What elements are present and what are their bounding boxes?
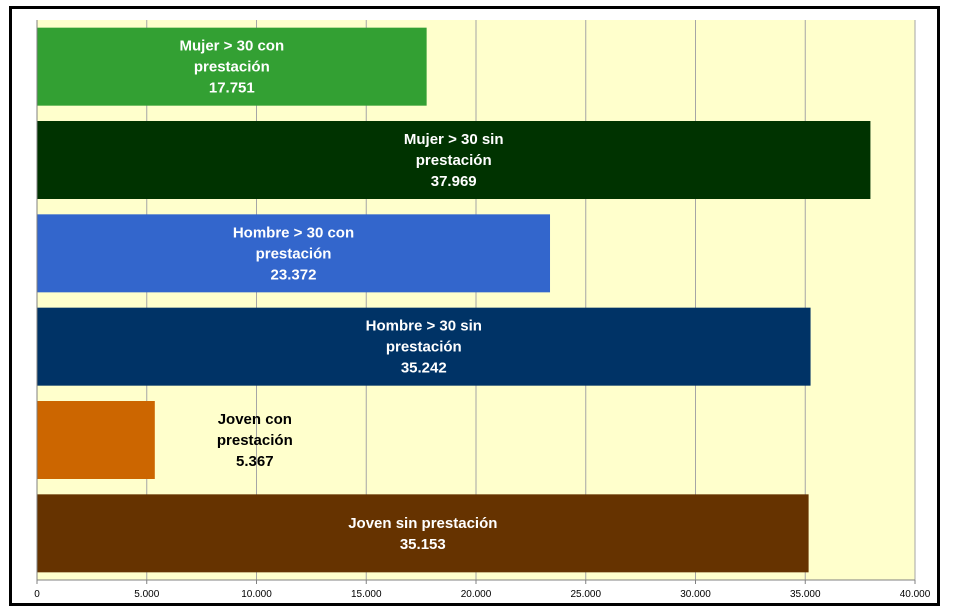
tick-label: 30.000 [680,589,711,600]
bar [37,494,809,573]
data-label: 23.372 [271,266,317,283]
data-label: prestación [386,339,462,356]
data-label: 35.153 [400,536,446,553]
data-label: 37.969 [431,173,477,190]
data-label: prestación [217,432,293,449]
data-label: prestación [416,152,492,169]
bar [37,27,427,106]
data-label: Mujer > 30 con [180,38,285,55]
tick-label: 0 [34,589,40,600]
data-label: 5.367 [236,453,274,470]
bar [37,307,811,386]
data-label: Hombre > 30 con [233,224,354,241]
tick-label: 5.000 [134,589,159,600]
data-label: Joven sin prestación [348,515,497,532]
data-label: Mujer > 30 sin [404,131,504,148]
tick-label: 40.000 [900,589,931,600]
data-label: prestación [194,59,270,76]
data-label: 35.242 [401,360,447,377]
data-label: prestación [256,245,332,262]
tick-label: 25.000 [570,589,601,600]
bar [37,121,871,199]
tick-label: 15.000 [351,589,382,600]
data-label: Hombre > 30 sin [366,318,482,335]
tick-label: 20.000 [461,589,492,600]
data-label: 17.751 [209,80,255,97]
tick-label: 10.000 [241,589,272,600]
tick-label: 35.000 [790,589,821,600]
bar [37,401,155,479]
data-label: Joven con [218,411,292,428]
bar [37,214,551,293]
